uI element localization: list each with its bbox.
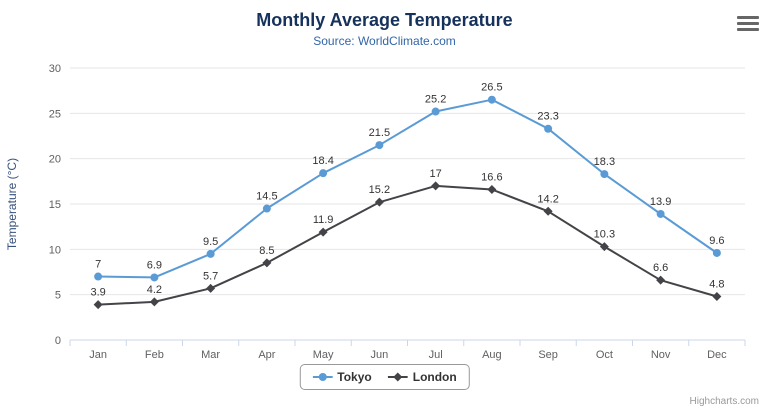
data-label: 14.2: [537, 193, 558, 205]
y-axis-tick-label: 15: [49, 199, 61, 211]
data-point-tokyo[interactable]: [94, 272, 103, 281]
x-axis-tick-label: Nov: [651, 349, 671, 361]
data-point-london[interactable]: [374, 197, 384, 207]
data-point-tokyo[interactable]: [487, 95, 496, 104]
series-line-london[interactable]: [98, 184, 718, 306]
data-point-london[interactable]: [206, 283, 216, 293]
data-label: 15.2: [369, 184, 390, 196]
x-axis-tick-label: Jul: [429, 349, 443, 361]
data-label: 23.3: [537, 111, 558, 123]
hamburger-icon: [737, 28, 759, 31]
data-point-tokyo[interactable]: [375, 141, 384, 150]
chart-subtitle: Source: WorldClimate.com: [313, 34, 456, 48]
data-label: 13.9: [650, 196, 671, 208]
series-line-tokyo[interactable]: [98, 98, 718, 279]
data-label: 11.9: [313, 214, 334, 226]
data-label: 18.3: [594, 156, 615, 168]
data-point-tokyo[interactable]: [319, 169, 328, 178]
data-point-london[interactable]: [543, 206, 553, 216]
x-axis-tick-label: Aug: [482, 349, 502, 361]
data-point-london[interactable]: [262, 258, 272, 268]
data-label: 9.5: [203, 236, 218, 248]
data-point-tokyo[interactable]: [544, 124, 553, 133]
data-point-london[interactable]: [93, 300, 103, 310]
x-axis-tick-label: May: [313, 349, 334, 361]
y-axis-tick-label: 30: [49, 63, 61, 75]
data-point-london[interactable]: [149, 297, 159, 307]
y-axis-tick-label: 20: [49, 154, 61, 166]
data-point-london[interactable]: [712, 291, 722, 301]
data-label: 10.3: [594, 229, 615, 241]
data-point-tokyo[interactable]: [206, 249, 215, 258]
hamburger-icon: [737, 22, 759, 25]
data-point-london[interactable]: [599, 242, 609, 252]
data-label: 25.2: [425, 94, 446, 106]
data-point-tokyo[interactable]: [712, 248, 721, 257]
data-label: 4.2: [147, 284, 162, 296]
data-label: 16.6: [481, 171, 502, 183]
x-axis-tick-label: Mar: [201, 349, 220, 361]
circle-marker-icon: [312, 373, 333, 381]
y-axis-tick-label: 25: [49, 108, 61, 120]
data-label: 4.8: [709, 278, 724, 290]
y-axis-title: Temperature (°C): [5, 158, 19, 250]
diamond-marker-icon: [387, 372, 408, 382]
data-label: 6.6: [653, 262, 668, 274]
legend-label: Tokyo: [337, 370, 372, 384]
data-label: 6.9: [147, 259, 162, 271]
legend-item-london[interactable]: London: [387, 370, 457, 384]
data-label: 5.7: [203, 270, 218, 282]
x-axis-tick-label: Dec: [707, 349, 727, 361]
x-axis-tick-label: Sep: [538, 349, 558, 361]
legend: Tokyo London: [299, 364, 470, 390]
data-label: 21.5: [369, 127, 390, 139]
chart-title: Monthly Average Temperature: [256, 10, 513, 30]
y-axis-tick-label: 10: [49, 244, 61, 256]
legend-label: London: [412, 370, 457, 384]
data-label: 17: [430, 168, 442, 180]
legend-item-tokyo[interactable]: Tokyo: [312, 370, 372, 384]
x-axis-tick-label: Jun: [371, 349, 389, 361]
data-point-tokyo[interactable]: [600, 170, 609, 179]
x-axis-tick-label: Oct: [596, 349, 613, 361]
data-label: 8.5: [259, 245, 274, 257]
data-point-london[interactable]: [487, 184, 497, 194]
hamburger-icon: [737, 16, 759, 19]
x-axis-tick-label: Jan: [89, 349, 107, 361]
export-menu-button[interactable]: [737, 16, 759, 31]
y-axis-tick-label: 0: [55, 335, 61, 347]
data-label: 14.5: [256, 191, 277, 203]
data-label: 3.9: [90, 287, 105, 299]
data-point-tokyo[interactable]: [262, 204, 271, 213]
y-axis-tick-label: 5: [55, 290, 61, 302]
x-axis-tick-label: Apr: [258, 349, 275, 361]
x-axis-tick-label: Feb: [145, 349, 164, 361]
data-point-tokyo[interactable]: [431, 107, 440, 116]
credits-link[interactable]: Highcharts.com: [689, 396, 759, 407]
data-point-london[interactable]: [656, 275, 666, 285]
data-label: 7: [95, 259, 101, 271]
data-point-london[interactable]: [318, 227, 328, 237]
data-point-tokyo[interactable]: [150, 273, 159, 282]
data-label: 9.6: [709, 235, 724, 247]
data-label: 18.4: [312, 155, 333, 167]
data-label: 26.5: [481, 82, 502, 94]
data-point-tokyo[interactable]: [656, 209, 665, 218]
data-point-london[interactable]: [431, 181, 441, 191]
